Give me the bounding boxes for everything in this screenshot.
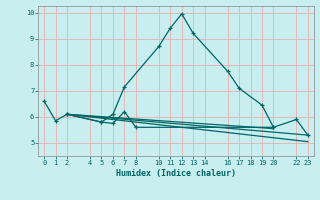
X-axis label: Humidex (Indice chaleur): Humidex (Indice chaleur) — [116, 169, 236, 178]
